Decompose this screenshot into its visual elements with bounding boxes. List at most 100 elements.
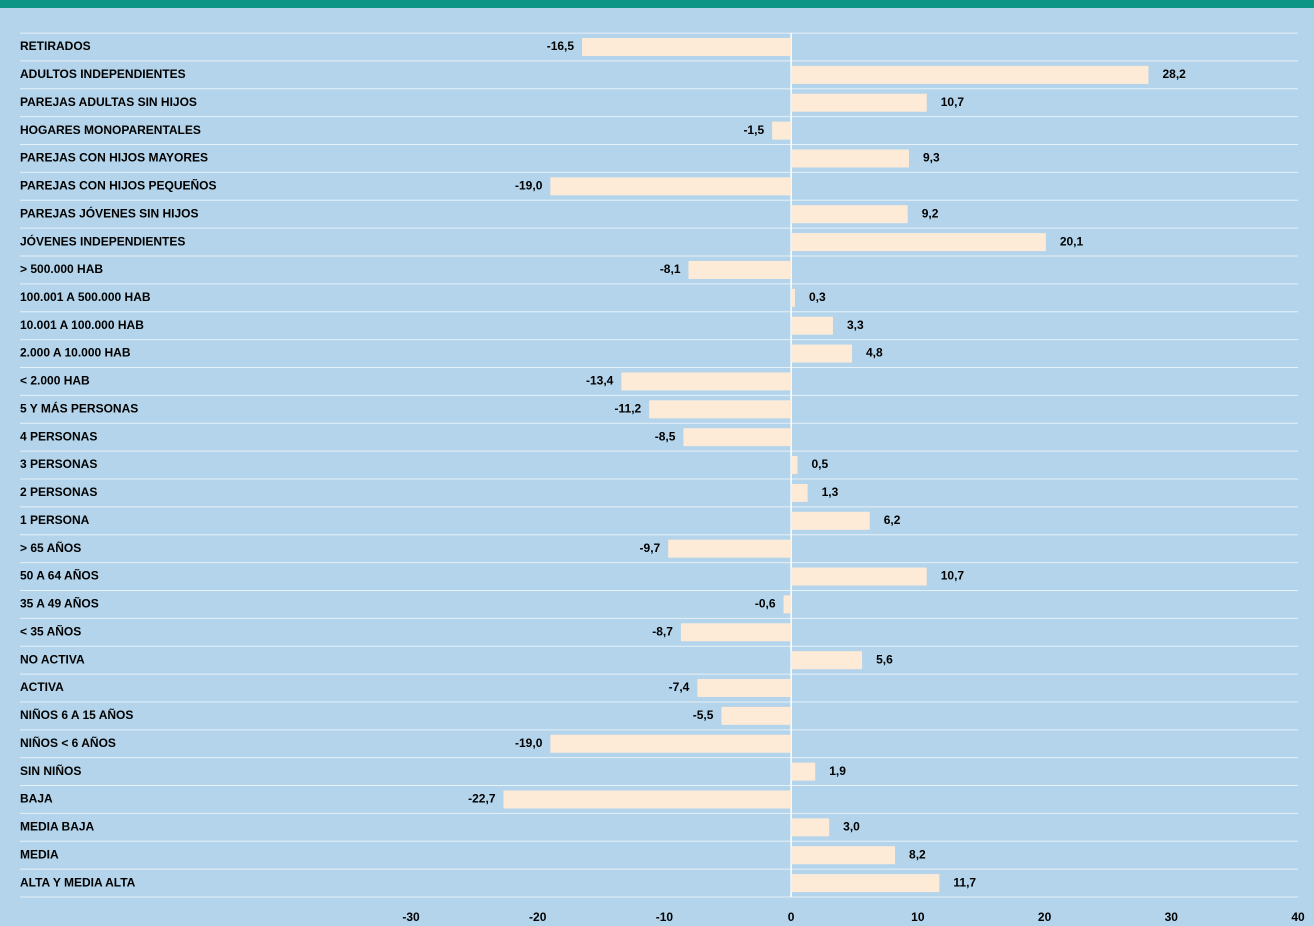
bar (791, 762, 816, 781)
x-tick-label: -20 (529, 910, 547, 924)
value-label: 9,2 (922, 206, 939, 220)
x-tick-label: -10 (656, 910, 674, 924)
bar (791, 456, 798, 475)
category-label: 2.000 A 10.000 HAB (20, 346, 131, 360)
bar (697, 679, 792, 698)
bar (791, 567, 927, 586)
x-tick-label: 10 (911, 910, 925, 924)
category-label: ALTA Y MEDIA ALTA (20, 875, 136, 889)
value-label: 4,8 (866, 346, 883, 360)
bar (621, 372, 792, 391)
value-label: -19,0 (515, 179, 543, 193)
value-label: 20,1 (1060, 234, 1084, 248)
category-label: RETIRADOS (20, 39, 91, 53)
category-label: HOGARES MONOPARENTALES (20, 123, 201, 137)
bar (791, 846, 896, 865)
value-label: -8,7 (652, 624, 673, 638)
value-label: 28,2 (1162, 67, 1186, 81)
value-label: -7,4 (669, 680, 690, 694)
value-label: 8,2 (909, 847, 926, 861)
category-label: 50 A 64 AÑOS (20, 568, 99, 583)
value-label: 10,7 (941, 95, 965, 109)
value-label: 10,7 (941, 569, 965, 583)
category-label: MEDIA (20, 847, 59, 861)
category-label: 10.001 A 100.000 HAB (20, 318, 144, 332)
value-label: 3,3 (847, 318, 864, 332)
category-label: ACTIVA (20, 680, 64, 694)
bar (791, 149, 909, 168)
bar (503, 790, 792, 809)
value-label: 0,3 (809, 290, 826, 304)
x-tick-label: -30 (402, 910, 420, 924)
bar (791, 288, 795, 307)
bar (649, 400, 792, 419)
bar (791, 205, 908, 224)
category-label: SIN NIÑOS (20, 763, 81, 778)
bar (791, 93, 927, 112)
category-label: 1 PERSONA (20, 513, 90, 527)
value-label: 9,3 (923, 151, 940, 165)
category-label: PAREJAS ADULTAS SIN HIJOS (20, 95, 197, 109)
bar (550, 177, 792, 196)
value-label: -13,4 (586, 374, 614, 388)
top-band (0, 0, 1314, 8)
bar (721, 706, 792, 725)
category-label: 5 Y MÁS PERSONAS (20, 400, 138, 415)
x-tick-label: 40 (1291, 910, 1305, 924)
category-label: NIÑOS 6 A 15 AÑOS (20, 707, 133, 722)
bar (791, 651, 863, 670)
bar (791, 511, 870, 530)
bar (680, 623, 792, 642)
bar (683, 428, 792, 447)
bar (791, 65, 1149, 84)
category-label: > 65 AÑOS (20, 540, 81, 555)
value-label: -8,1 (660, 262, 681, 276)
value-label: -1,5 (743, 123, 764, 137)
category-label: > 500.000 HAB (20, 262, 103, 276)
category-label: PAREJAS JÓVENES SIN HIJOS (20, 205, 199, 220)
value-label: -5,5 (693, 708, 714, 722)
category-label: MEDIA BAJA (20, 820, 95, 834)
value-label: 3,0 (843, 820, 860, 834)
value-label: -19,0 (515, 736, 543, 750)
bar (772, 121, 792, 140)
bar (791, 316, 833, 335)
category-label: < 2.000 HAB (20, 374, 90, 388)
bar (791, 233, 1046, 252)
value-label: 11,7 (953, 875, 976, 889)
value-label: -9,7 (640, 541, 661, 555)
value-label: 5,6 (876, 652, 893, 666)
bar (791, 483, 808, 502)
category-label: 2 PERSONAS (20, 485, 97, 499)
category-label: PAREJAS CON HIJOS MAYORES (20, 151, 208, 165)
category-label: JÓVENES INDEPENDIENTES (20, 233, 185, 248)
category-label: NO ACTIVA (20, 652, 85, 666)
bar (791, 874, 940, 893)
x-tick-label: 30 (1165, 910, 1179, 924)
x-tick-label: 20 (1038, 910, 1052, 924)
value-label: 1,3 (822, 485, 839, 499)
category-label: < 35 AÑOS (20, 623, 81, 638)
category-label: BAJA (20, 792, 53, 806)
category-label: 100.001 A 500.000 HAB (20, 290, 151, 304)
bar (688, 260, 792, 279)
bar (550, 734, 792, 753)
category-label: 3 PERSONAS (20, 457, 97, 471)
bar (791, 818, 830, 837)
category-label: NIÑOS < 6 AÑOS (20, 735, 116, 750)
bar (791, 344, 852, 363)
value-label: -0,6 (755, 597, 776, 611)
value-label: -22,7 (468, 792, 496, 806)
value-label: 6,2 (884, 513, 901, 527)
value-label: -16,5 (547, 39, 575, 53)
value-label: 0,5 (811, 457, 828, 471)
value-label: -8,5 (655, 429, 676, 443)
category-label: 4 PERSONAS (20, 429, 97, 443)
bar (783, 595, 792, 614)
bar (668, 539, 792, 558)
value-label: -11,2 (615, 401, 642, 415)
x-tick-label: 0 (788, 910, 795, 924)
category-label: PAREJAS CON HIJOS PEQUEÑOS (20, 178, 217, 193)
